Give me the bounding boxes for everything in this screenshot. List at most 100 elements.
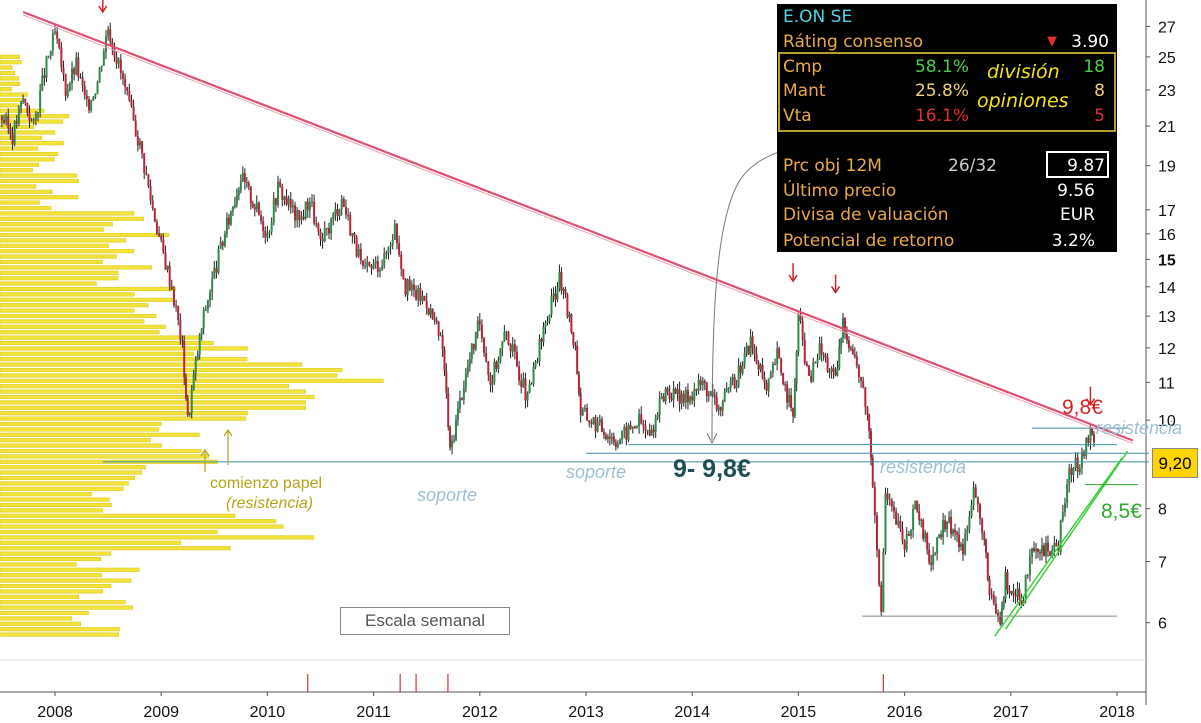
candle-body xyxy=(47,56,50,58)
y-tick-label: 7 xyxy=(1158,555,1167,572)
candle-body xyxy=(552,293,555,297)
candle-body xyxy=(755,353,758,364)
candle-body xyxy=(924,533,927,539)
volume-profile-bar xyxy=(0,529,218,535)
y-tick-label: 13 xyxy=(1158,309,1176,326)
volume-profile-bar xyxy=(0,492,92,497)
candle-body xyxy=(814,362,817,364)
candle-body xyxy=(660,396,663,399)
candle-body xyxy=(838,346,841,369)
candle-body xyxy=(878,550,881,585)
volume-profile-bar xyxy=(0,319,145,324)
company-name: E.ON SE xyxy=(783,7,853,27)
candle-body xyxy=(37,112,40,114)
candle-body xyxy=(425,300,428,309)
candle-body xyxy=(518,366,521,381)
candle-body xyxy=(899,520,902,529)
candle-body xyxy=(922,520,925,539)
candle-body xyxy=(70,68,73,83)
line-uptrend-1 xyxy=(994,457,1123,637)
candle-body xyxy=(946,521,949,530)
candle-body xyxy=(402,269,405,280)
candle-body xyxy=(695,389,698,391)
volume-profile-bar xyxy=(0,340,214,346)
y-tick-label: 10 xyxy=(1158,413,1176,430)
candle-body xyxy=(306,201,309,211)
candle-body xyxy=(1059,520,1062,552)
candle-body xyxy=(227,217,230,225)
candle-body xyxy=(999,616,1002,624)
candle-body xyxy=(682,393,685,403)
candle-body xyxy=(1002,598,1005,608)
candle-body xyxy=(903,540,906,550)
potential-value: 3.2% xyxy=(1051,231,1095,251)
x-tick-label: 2011 xyxy=(356,704,391,721)
candle-body xyxy=(855,356,858,366)
candle-body xyxy=(239,181,242,191)
candle-body xyxy=(638,413,641,427)
candle-body xyxy=(522,378,525,388)
candle-body xyxy=(87,99,90,111)
division-label: división xyxy=(987,61,1060,83)
candle-body xyxy=(928,549,931,563)
candle-body xyxy=(606,436,609,440)
chart-axes xyxy=(0,0,1147,705)
candle-body xyxy=(960,544,963,548)
candle-body xyxy=(166,265,169,270)
candle-body xyxy=(115,57,118,64)
candle-body xyxy=(581,409,584,416)
candle-body xyxy=(954,529,957,533)
candle-body xyxy=(676,389,679,394)
candle-body xyxy=(769,372,772,379)
candle-body xyxy=(776,348,779,365)
candle-body xyxy=(121,72,124,79)
candle-body xyxy=(410,284,413,291)
candle-body xyxy=(623,427,626,431)
volume-profile-bar xyxy=(0,632,120,637)
candle-body xyxy=(439,335,442,337)
candle-body xyxy=(934,553,937,555)
candle-body xyxy=(572,332,575,346)
candle-body xyxy=(540,339,543,343)
candle-body xyxy=(1024,575,1027,601)
resistance-price-label: 9,8€ xyxy=(1062,396,1103,419)
candle-body xyxy=(196,354,199,360)
candle-body xyxy=(598,419,601,423)
candle-body xyxy=(423,295,426,301)
candle-body xyxy=(334,209,337,214)
volume-profile-bar xyxy=(0,573,103,578)
volume-profile-bar xyxy=(0,502,112,508)
candle-body xyxy=(325,228,328,230)
candle-body xyxy=(562,289,565,292)
candle-body xyxy=(355,236,358,257)
volume-profile-bar xyxy=(0,411,248,416)
tick-labels: 27 25 23 21 19 17 16 15 14 13 12 11 10 8 7 6 2008 2009 201… xyxy=(37,19,1176,721)
target-label: Prc obj 12M xyxy=(783,156,882,176)
candle-body xyxy=(419,287,422,302)
volume-profile-bar xyxy=(0,600,126,605)
candle-body xyxy=(871,457,874,487)
volume-profile-bar xyxy=(0,540,182,545)
candle-body xyxy=(64,74,67,97)
candle-body xyxy=(749,336,752,355)
candle-body xyxy=(713,394,716,398)
candle-body xyxy=(532,366,535,384)
candle-body xyxy=(489,374,492,385)
candle-body xyxy=(491,382,494,385)
candle-body xyxy=(1012,591,1015,595)
candle-body xyxy=(905,533,908,550)
candle-body xyxy=(979,504,982,519)
candle-body xyxy=(374,261,377,264)
candle-body xyxy=(245,181,248,183)
candle-body xyxy=(429,308,432,315)
candle-body xyxy=(956,532,959,535)
candle-body xyxy=(474,332,477,350)
candle-body xyxy=(289,198,292,208)
candle-body xyxy=(633,426,636,429)
volume-profile-bar xyxy=(0,200,40,205)
candle-body xyxy=(435,319,438,323)
candle-body xyxy=(155,221,158,234)
candle-body xyxy=(851,349,854,355)
candle-body xyxy=(229,211,232,225)
